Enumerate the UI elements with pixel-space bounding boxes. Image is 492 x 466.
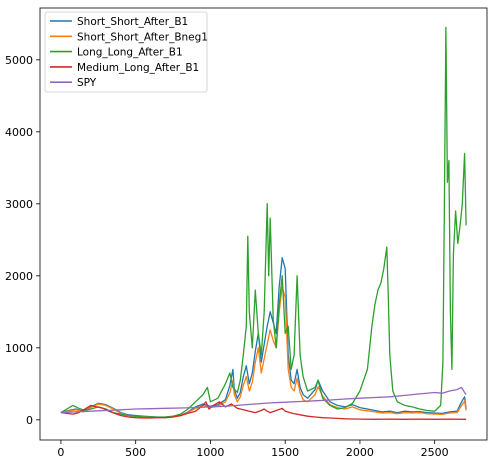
y-tick-label: 1000 bbox=[5, 342, 33, 355]
legend-label: Short_Short_After_B1 bbox=[77, 16, 188, 28]
y-axis: 0 1000 2000 3000 4000 5000 bbox=[5, 54, 40, 427]
legend-label: Medium_Long_After_B1 bbox=[77, 62, 199, 74]
y-tick-label: 4000 bbox=[5, 126, 33, 139]
y-tick-label: 2000 bbox=[5, 270, 33, 283]
x-tick-label: 1000 bbox=[196, 446, 224, 459]
legend-label: SPY bbox=[77, 77, 97, 89]
legend: Short_Short_After_B1 Short_Short_After_Bn… bbox=[45, 12, 208, 92]
x-tick-label: 2000 bbox=[346, 446, 374, 459]
x-axis: 0 500 1000 1500 2000 2500 bbox=[57, 440, 448, 459]
legend-label: Long_Long_After_B1 bbox=[77, 47, 183, 59]
legend-label: Short_Short_After_Bneg1 bbox=[77, 31, 208, 43]
y-tick-label: 3000 bbox=[5, 198, 33, 211]
x-tick-label: 2500 bbox=[421, 446, 449, 459]
y-tick-label: 0 bbox=[26, 414, 33, 427]
x-tick-label: 0 bbox=[57, 446, 64, 459]
y-tick-label: 5000 bbox=[5, 54, 33, 67]
x-tick-label: 500 bbox=[125, 446, 146, 459]
x-tick-label: 1500 bbox=[271, 446, 299, 459]
